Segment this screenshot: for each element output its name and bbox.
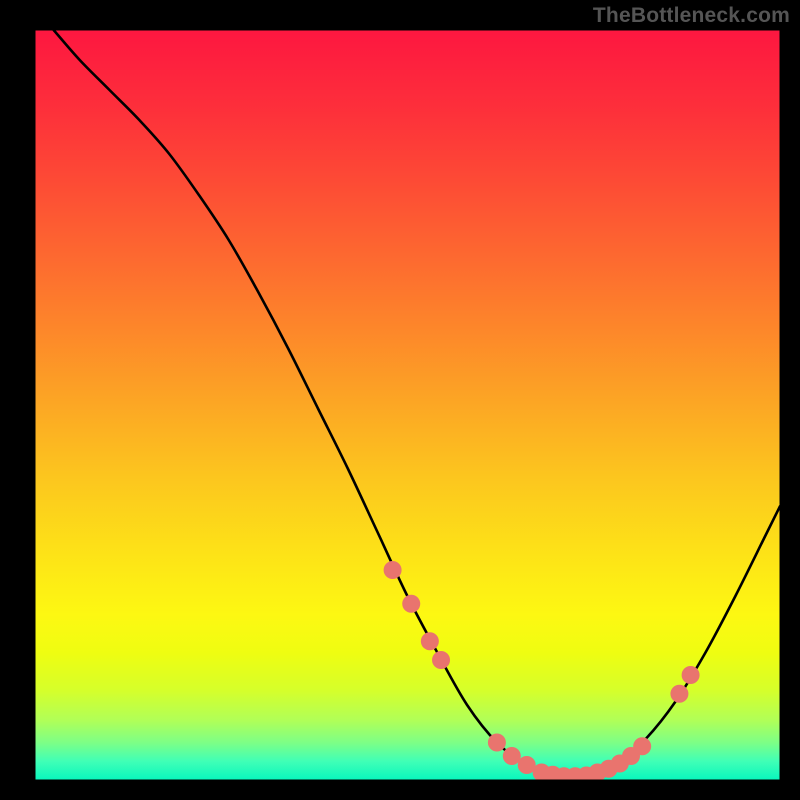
- data-marker: [682, 666, 700, 684]
- chart-frame: TheBottleneck.com: [0, 0, 800, 800]
- data-marker: [488, 734, 506, 752]
- data-marker: [402, 595, 420, 613]
- data-marker: [432, 651, 450, 669]
- data-marker: [633, 737, 651, 755]
- watermark-text: TheBottleneck.com: [593, 4, 790, 28]
- data-marker: [421, 632, 439, 650]
- data-marker: [384, 561, 402, 579]
- plot-background: [35, 30, 780, 780]
- data-marker: [503, 747, 521, 765]
- data-marker: [670, 685, 688, 703]
- bottleneck-chart: [0, 0, 800, 800]
